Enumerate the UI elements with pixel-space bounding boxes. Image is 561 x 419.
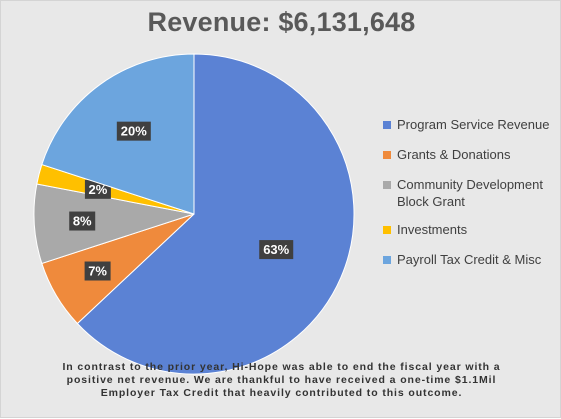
footnote-line: In contrast to the prior year, Hi-Hope w…: [62, 361, 501, 373]
legend-swatch: [383, 151, 391, 159]
legend-item-community-development-block-grant: Community Development Block Grant: [383, 176, 561, 210]
legend-label: Community Development: [397, 177, 543, 192]
data-label-text: 20%: [121, 124, 147, 139]
data-label-investments: 2%: [84, 179, 111, 199]
data-label-box: [116, 121, 151, 141]
data-label-payroll-tax-credit-misc: 20%: [116, 121, 151, 141]
data-label-box: [84, 261, 111, 281]
legend-item-grants-donations: Grants & Donations: [383, 146, 561, 163]
footnote-line: Employer Tax Credit that heavily contrib…: [100, 387, 463, 399]
legend-item-payroll-tax-credit-misc: Payroll Tax Credit & Misc: [383, 251, 561, 268]
pie-slice-program-service-revenue: [76, 53, 355, 375]
footnote-line: positive net revenue. We are thankful to…: [66, 374, 497, 386]
chart-title: Revenue: $6,131,648: [147, 7, 416, 37]
legend-swatch: [383, 181, 391, 189]
data-label-program-service-revenue: 63%: [259, 240, 294, 260]
legend-label-line2: Block Grant: [397, 194, 465, 209]
data-label-text: 8%: [73, 214, 92, 229]
legend-label: Grants & Donations: [397, 147, 511, 162]
data-label-community-development-block-grant: 8%: [69, 211, 96, 231]
legend-swatch: [383, 121, 391, 129]
legend: Program Service Revenue Grants & Donatio…: [383, 116, 561, 281]
legend-item-investments: Investments: [383, 221, 561, 238]
legend-item-program-service-revenue: Program Service Revenue: [383, 116, 561, 133]
data-label-grants-donations: 7%: [84, 261, 111, 281]
data-label-text: 7%: [88, 264, 107, 279]
legend-label: Program Service Revenue: [397, 117, 550, 132]
legend-swatch: [383, 256, 391, 264]
footnote: In contrast to the prior year, Hi-Hope w…: [15, 361, 548, 400]
data-label-text: 63%: [263, 242, 289, 257]
data-label-box: [69, 211, 96, 231]
legend-label: Payroll Tax Credit & Misc: [397, 252, 542, 267]
data-label-box: [259, 240, 294, 260]
legend-swatch: [383, 226, 391, 234]
legend-label: Investments: [397, 222, 468, 237]
data-label-text: 2%: [89, 182, 108, 197]
